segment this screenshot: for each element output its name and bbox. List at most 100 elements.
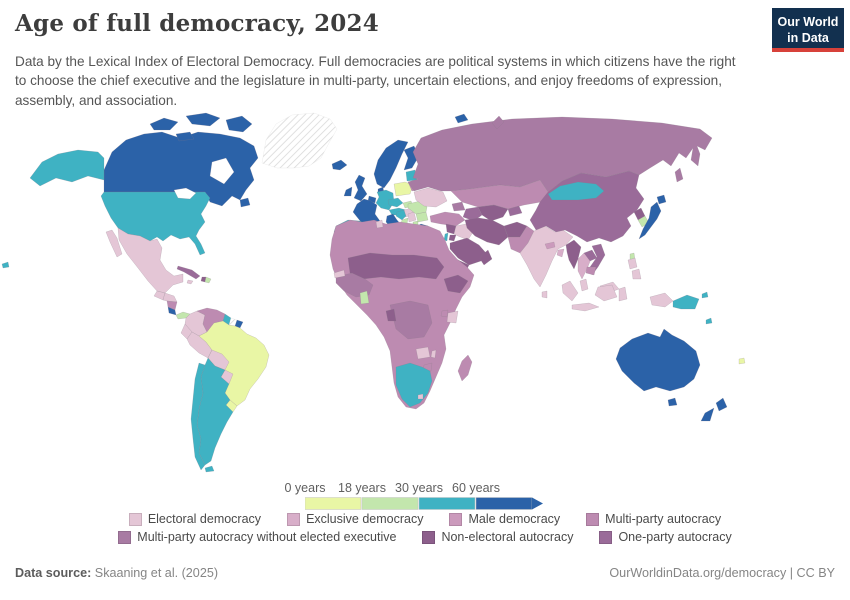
legend-swatch xyxy=(287,512,301,526)
citation-link[interactable]: OurWorldinData.org/democracy | CC BY xyxy=(609,566,835,580)
country-papua-new-guinea[interactable] xyxy=(672,294,700,310)
country-honduras[interactable] xyxy=(162,292,178,303)
country-iceland[interactable] xyxy=(331,159,348,171)
country-senegal[interactable] xyxy=(333,269,346,279)
legend-item-one-party-autocracy[interactable]: One-party autocracy xyxy=(599,530,732,544)
country-canada-newfoundland[interactable] xyxy=(239,197,251,208)
country-mexico[interactable] xyxy=(117,227,184,294)
legend-item-electoral-democracy[interactable]: Electoral democracy xyxy=(128,512,262,526)
country-malawi[interactable] xyxy=(430,349,437,359)
country-indonesia-java[interactable] xyxy=(571,302,600,312)
country-new-zealand-north[interactable] xyxy=(715,397,728,412)
country-canada-island[interactable] xyxy=(185,112,221,127)
country-uganda[interactable] xyxy=(440,309,449,318)
country-jordan[interactable] xyxy=(448,234,457,242)
country-canada[interactable] xyxy=(103,131,259,207)
country-russia[interactable] xyxy=(407,116,713,193)
owid-logo[interactable]: Our World in Data xyxy=(772,8,844,52)
country-mexico-baja[interactable] xyxy=(105,229,123,258)
colorbar-segment[interactable] xyxy=(305,497,362,510)
country-israel[interactable] xyxy=(443,232,449,242)
numeric-legend-colorbar xyxy=(305,497,543,510)
country-tasmania[interactable] xyxy=(667,397,678,407)
country-ukraine[interactable] xyxy=(413,187,448,208)
country-malaysia-peninsula[interactable] xyxy=(579,278,589,292)
country-cuba[interactable] xyxy=(176,265,201,280)
country-australia[interactable] xyxy=(615,328,701,392)
country-caucasus[interactable] xyxy=(451,201,466,212)
legend-item-exclusive-democracy[interactable]: Exclusive democracy xyxy=(287,512,423,526)
country-norway-sweden[interactable] xyxy=(373,139,409,189)
country-indonesia-borneo[interactable] xyxy=(594,284,618,302)
country-bangladesh[interactable] xyxy=(556,248,565,258)
colorbar-tick-label: 0 years xyxy=(284,481,326,495)
country-canada-island[interactable] xyxy=(225,115,253,133)
country-serbia[interactable] xyxy=(407,211,417,223)
country-fiji[interactable] xyxy=(738,357,746,365)
country-chile[interactable] xyxy=(190,362,206,471)
country-indonesia-papua[interactable] xyxy=(649,292,674,308)
owid-logo-line2: in Data xyxy=(787,30,829,45)
country-iran[interactable] xyxy=(464,217,509,246)
country-myanmar[interactable] xyxy=(565,239,582,270)
legend-item-non-electoral-autocracy[interactable]: Non-electoral autocracy xyxy=(422,530,573,544)
legend-swatch xyxy=(118,530,132,544)
footer: Data source: Skaaning et al. (2025) OurW… xyxy=(15,566,835,580)
country-dominican-republic[interactable] xyxy=(204,276,212,284)
country-tajikistan[interactable] xyxy=(507,205,523,217)
country-ghana[interactable] xyxy=(359,290,370,305)
country-cambodia[interactable] xyxy=(585,266,597,276)
country-canada-island[interactable] xyxy=(149,117,179,131)
country-russia-sakhalin[interactable] xyxy=(674,167,684,183)
country-alaska[interactable] xyxy=(29,149,105,187)
country-indonesia-sumatra[interactable] xyxy=(561,280,579,302)
country-canada-island[interactable] xyxy=(175,131,195,142)
region-west-africa[interactable] xyxy=(335,272,374,298)
legend-swatch xyxy=(599,530,613,544)
country-kenya[interactable] xyxy=(446,310,459,324)
legend-swatch xyxy=(586,512,600,526)
country-madagascar[interactable] xyxy=(457,354,473,382)
country-lesotho[interactable] xyxy=(417,393,424,400)
country-philippines-south[interactable] xyxy=(631,268,642,280)
country-new-zealand-south[interactable] xyxy=(700,407,715,422)
country-jamaica[interactable] xyxy=(186,279,194,285)
legend-item-multi-party-autocracy-no-exec[interactable]: Multi-party autocracy without elected ex… xyxy=(118,530,396,544)
country-czechia[interactable] xyxy=(387,197,404,208)
country-svalbard[interactable] xyxy=(454,113,469,124)
region-sahel[interactable] xyxy=(347,252,445,280)
country-russia-novaya-zemlya[interactable] xyxy=(491,115,505,130)
country-solomon-islands[interactable] xyxy=(705,317,713,325)
country-saudi-arabia[interactable] xyxy=(449,237,487,266)
country-philippines[interactable] xyxy=(627,257,638,270)
country-congo[interactable] xyxy=(385,308,397,322)
country-turkey[interactable] xyxy=(429,211,466,227)
country-chile-tierra[interactable] xyxy=(204,465,215,473)
country-ethiopia[interactable] xyxy=(443,274,469,294)
colorbar-segment[interactable] xyxy=(418,497,476,510)
legend-label: Multi-party autocracy xyxy=(605,512,722,526)
country-tunisia[interactable] xyxy=(375,219,384,229)
country-dr-congo[interactable] xyxy=(389,300,433,340)
legend-item-multi-party-autocracy[interactable]: Multi-party autocracy xyxy=(586,512,721,526)
legend-label: Non-electoral autocracy xyxy=(441,530,574,544)
country-ireland[interactable] xyxy=(343,186,353,197)
country-japan-hokkaido[interactable] xyxy=(656,194,667,205)
country-indonesia-sulawesi[interactable] xyxy=(618,286,628,302)
country-png-islands[interactable] xyxy=(701,291,709,299)
legend-item-male-democracy[interactable]: Male democracy xyxy=(449,512,560,526)
country-mongolia[interactable] xyxy=(547,181,605,201)
country-zambia[interactable] xyxy=(415,346,431,360)
country-sri-lanka[interactable] xyxy=(541,290,548,299)
country-united-kingdom[interactable] xyxy=(353,174,368,202)
country-oman[interactable] xyxy=(479,249,493,266)
colorbar-segment[interactable] xyxy=(475,497,533,510)
country-croatia[interactable] xyxy=(395,209,407,221)
country-united-states-pacific[interactable] xyxy=(1,261,10,269)
colorbar-segment[interactable] xyxy=(361,497,419,510)
legend-label: Electoral democracy xyxy=(147,512,262,526)
country-nepal[interactable] xyxy=(544,241,556,250)
country-japan[interactable] xyxy=(638,201,662,240)
country-greenland[interactable] xyxy=(261,112,338,169)
